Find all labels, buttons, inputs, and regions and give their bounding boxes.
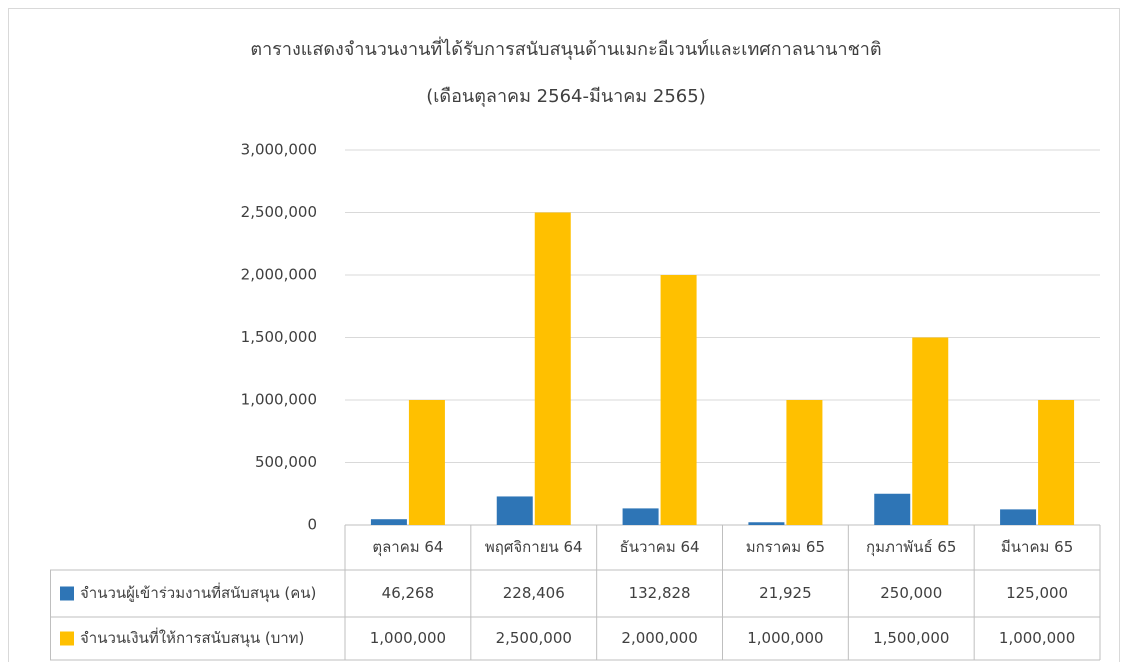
- table-cell: 1,000,000: [999, 629, 1075, 647]
- bar: [1000, 509, 1037, 525]
- table-cell: 46,268: [382, 584, 435, 602]
- bar: [622, 508, 659, 525]
- bar: [370, 519, 407, 525]
- legend-label: จำนวนผู้เข้าร่วมงานที่สนับสนุน (คน): [80, 582, 316, 603]
- bar: [912, 337, 949, 525]
- y-tick-label: 1,500,000: [241, 328, 317, 346]
- table-cell: 228,406: [503, 584, 565, 602]
- y-tick-label: 2,500,000: [241, 203, 317, 221]
- chart-title: ตารางแสดงจำนวนงานที่ได้รับการสนับสนุนด้า…: [250, 36, 881, 60]
- y-tick-label: 2,000,000: [241, 266, 317, 284]
- y-tick-label: 500,000: [255, 453, 317, 471]
- table-cell: 125,000: [1006, 584, 1068, 602]
- bar: [786, 400, 823, 525]
- bar: [408, 400, 445, 525]
- legend-label: จำนวนเงินที่ให้การสนับสนุน (บาท): [80, 627, 304, 648]
- table-cell: 2,000,000: [621, 629, 697, 647]
- chart-frame: [8, 8, 1120, 662]
- x-tick-label: มกราคม 65: [746, 538, 825, 556]
- y-tick-label: 3,000,000: [241, 141, 317, 159]
- bar: [748, 522, 785, 525]
- table-cell: 1,500,000: [873, 629, 949, 647]
- bar: [1038, 400, 1075, 525]
- table-cell: 21,925: [759, 584, 812, 602]
- legend-swatch: [60, 631, 74, 646]
- y-tick-label: 0: [307, 516, 317, 534]
- x-tick-label: มีนาคม 65: [1001, 538, 1073, 556]
- chart-subtitle: (เดือนตุลาคม 2564-มีนาคม 2565): [426, 86, 705, 107]
- bar: [874, 493, 911, 525]
- table-cell: 250,000: [880, 584, 942, 602]
- legend-swatch: [60, 586, 74, 601]
- x-tick-label: ตุลาคม 64: [372, 538, 443, 557]
- bar: [496, 496, 533, 525]
- x-tick-label: ธันวาคม 64: [620, 538, 700, 556]
- table-cell: 2,500,000: [496, 629, 572, 647]
- table-cell: 132,828: [629, 584, 691, 602]
- table-cell: 1,000,000: [747, 629, 823, 647]
- bar: [534, 212, 571, 525]
- bar: [660, 275, 697, 525]
- y-tick-label: 1,000,000: [241, 391, 317, 409]
- table-cell: 1,000,000: [370, 629, 446, 647]
- x-tick-label: กุมภาพันธ์ 65: [866, 538, 956, 557]
- x-tick-label: พฤศจิกายน 64: [485, 538, 583, 556]
